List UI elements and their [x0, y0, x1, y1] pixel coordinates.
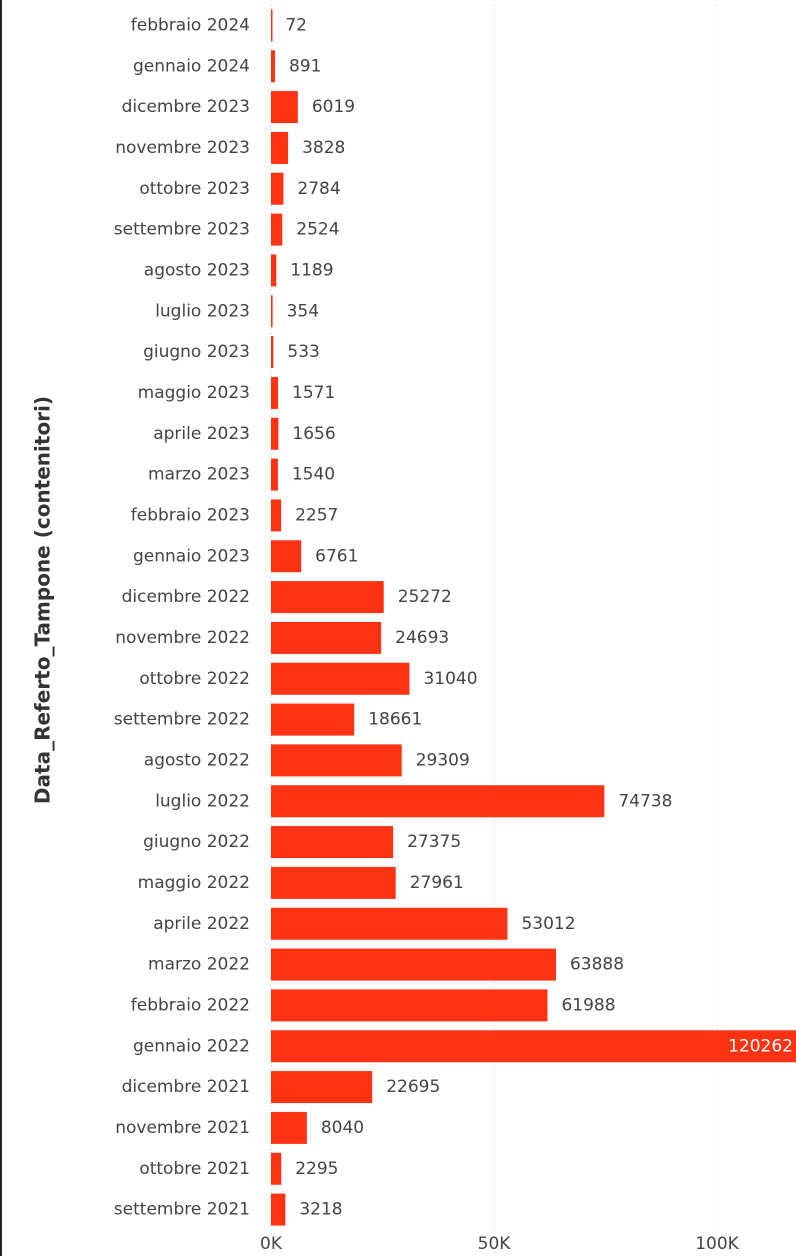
bar [271, 336, 274, 369]
data-label: 354 [287, 301, 319, 321]
data-label: 72 [285, 15, 307, 35]
bar [271, 948, 556, 981]
data-label: 1189 [290, 260, 333, 280]
data-label: 1540 [292, 465, 335, 485]
data-label: 2257 [295, 505, 338, 525]
data-label: 25272 [398, 587, 452, 607]
y-tick-label: marzo 2023 [148, 465, 250, 485]
y-tick-label: febbraio 2023 [131, 505, 250, 525]
bar [271, 50, 275, 83]
y-tick-label: gennaio 2022 [133, 1036, 250, 1056]
bar [271, 1030, 796, 1063]
bar [271, 785, 605, 818]
data-label: 53012 [521, 914, 575, 934]
y-tick-label: febbraio 2024 [131, 15, 250, 35]
y-tick-label: novembre 2022 [115, 628, 250, 648]
bar [271, 989, 548, 1022]
data-label: 27961 [410, 873, 464, 893]
y-tick-label: dicembre 2022 [122, 587, 250, 607]
bar [271, 1152, 282, 1185]
y-tick-label: luglio 2022 [155, 791, 250, 811]
data-label: 61988 [561, 995, 615, 1015]
data-label: 6019 [312, 97, 355, 117]
data-label: 74738 [618, 791, 672, 811]
data-label: 6761 [315, 546, 358, 566]
x-tick-label: 0K [260, 1234, 283, 1254]
y-tick-label: ottobre 2023 [139, 179, 250, 199]
bar [271, 540, 302, 573]
data-label: 2295 [295, 1159, 338, 1179]
data-label: 120262 [728, 1036, 793, 1056]
bar [271, 581, 384, 614]
bar [271, 172, 284, 205]
data-label: 891 [289, 56, 321, 76]
y-tick-label: giugno 2023 [143, 342, 250, 362]
y-tick-label: maggio 2023 [138, 383, 250, 403]
y-tick-label: ottobre 2021 [139, 1159, 250, 1179]
data-label: 533 [287, 342, 319, 362]
y-tick-label: giugno 2022 [143, 832, 250, 852]
y-tick-label: settembre 2021 [114, 1200, 250, 1220]
x-tick-label: 100K [695, 1234, 739, 1254]
data-label: 8040 [321, 1118, 364, 1138]
data-label: 63888 [570, 955, 624, 975]
y-tick-label: gennaio 2024 [133, 56, 250, 76]
data-label: 18661 [368, 710, 422, 730]
y-tick-label: aprile 2023 [153, 424, 250, 444]
bar [271, 1111, 307, 1144]
bar [271, 376, 279, 409]
bar [271, 254, 277, 287]
bar [271, 131, 289, 164]
bar [271, 826, 394, 859]
y-tick-label: marzo 2022 [148, 955, 250, 975]
y-tick-label: luglio 2023 [155, 301, 250, 321]
data-label: 1571 [292, 383, 335, 403]
bar [271, 621, 382, 654]
bar [271, 703, 355, 736]
bar [271, 9, 273, 42]
data-label: 2524 [296, 220, 339, 240]
bar [271, 866, 396, 899]
bar [271, 499, 282, 532]
y-tick-label: novembre 2021 [115, 1118, 250, 1138]
bar [271, 91, 298, 124]
data-label: 24693 [395, 628, 449, 648]
data-label: 31040 [423, 669, 477, 689]
y-tick-label: novembre 2023 [115, 138, 250, 158]
data-label: 22695 [386, 1077, 440, 1097]
y-tick-label: dicembre 2021 [122, 1077, 250, 1097]
y-tick-label: ottobre 2022 [139, 669, 250, 689]
bar [271, 907, 508, 940]
bar [271, 417, 279, 450]
bar [271, 213, 283, 246]
y-tick-label: settembre 2023 [114, 220, 250, 240]
y-tick-label: dicembre 2023 [122, 97, 250, 117]
x-tick-label: 50K [478, 1234, 512, 1254]
y-tick-label: settembre 2022 [114, 710, 250, 730]
data-label: 29309 [416, 750, 470, 770]
data-label: 27375 [407, 832, 461, 852]
bar [271, 295, 273, 328]
y-tick-label: agosto 2022 [144, 750, 250, 770]
y-axis-title: Data_Referto_Tampone (contenitori) [31, 396, 55, 804]
y-tick-label: gennaio 2023 [133, 546, 250, 566]
y-tick-label: agosto 2023 [144, 260, 250, 280]
bar [271, 1071, 373, 1104]
data-label: 3828 [302, 138, 345, 158]
bar [271, 458, 278, 491]
data-label: 2784 [297, 179, 340, 199]
data-label: 3218 [299, 1200, 342, 1220]
y-tick-label: febbraio 2022 [131, 995, 250, 1015]
bar [271, 662, 410, 695]
data-label: 1656 [292, 424, 335, 444]
bar [271, 1193, 286, 1226]
y-tick-label: maggio 2022 [138, 873, 250, 893]
bar [271, 744, 402, 777]
y-tick-label: aprile 2022 [153, 914, 250, 934]
